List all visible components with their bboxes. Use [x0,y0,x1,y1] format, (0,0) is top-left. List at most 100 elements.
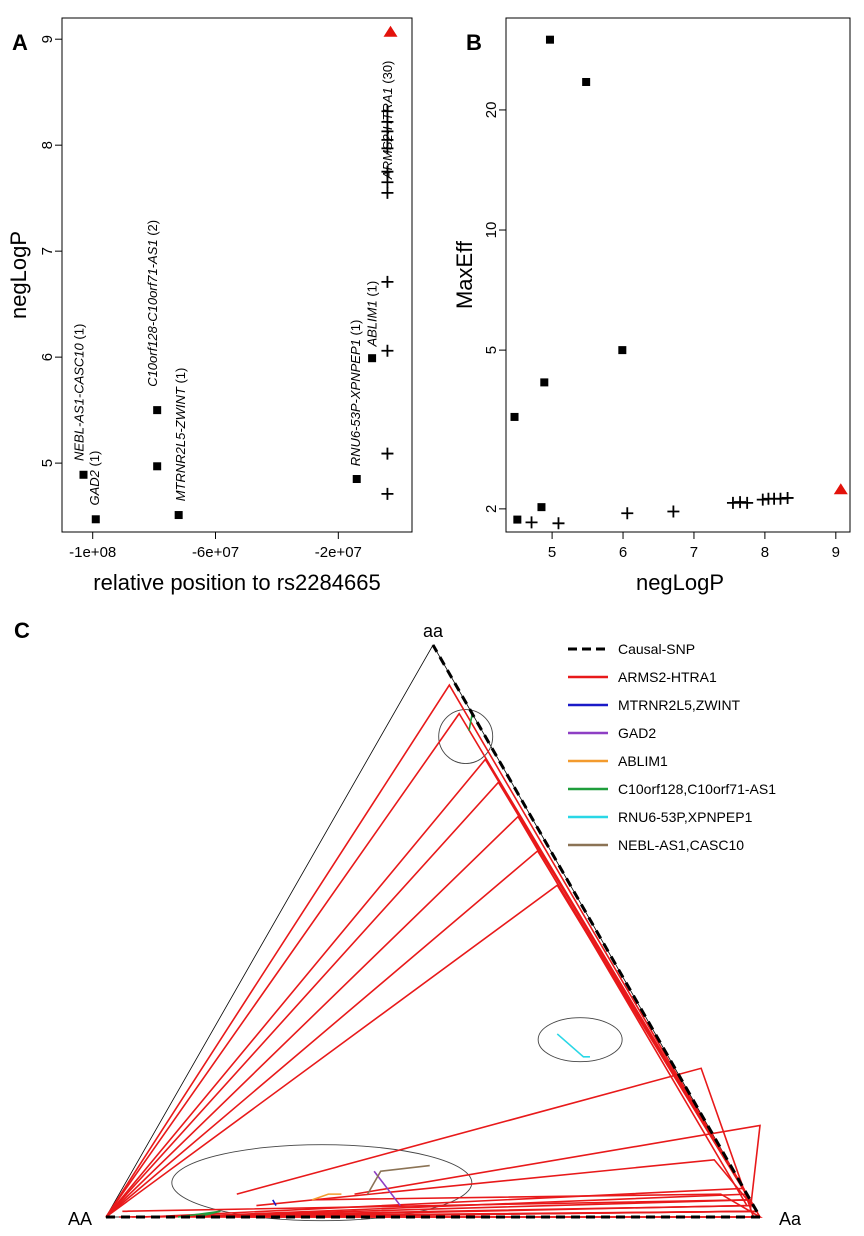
panel-a-point [381,344,394,357]
panel-b-point [552,517,565,530]
panel-b-point [741,496,754,509]
panel-a-point [174,511,183,520]
panel-a-letter: A [12,30,28,55]
legend-label: ARMS2-HTRA1 [618,669,717,685]
panel-a-annotation: ABLIM1 (1) [365,281,380,348]
panel-a-y-tick-label: 5 [39,459,56,467]
ternary-triangle [105,644,761,1218]
ternary-path [105,758,746,1218]
panel-a-y-axis-label: negLogP [6,231,31,319]
legend-label: RNU6-53P,XPNPEP1 [618,809,753,825]
panel-a-point [381,447,394,460]
ternary-path [105,815,749,1218]
annotation-gene: RNU6-53P-XPNPEP1 [348,339,363,466]
panel-b-x-tick-label: 8 [761,544,769,561]
panel-a-annotation: RNU6-53P-XPNPEP1 (1) [348,320,363,467]
panel-b-y-tick-label: 20 [483,102,500,119]
legend-label: MTRNR2L5,ZWINT [618,697,741,713]
ternary-path [105,683,759,1218]
panel-a-point [381,186,394,199]
panel-b-y-tick-label: 10 [483,222,500,239]
panel-b-y-tick-label: 2 [483,505,500,513]
panel-a-point [79,470,88,479]
panel-b-point [525,516,538,529]
panel-b-y-tick-label: 5 [483,346,500,354]
panel-a-y-tick-label: 6 [39,353,56,361]
panel-c-letter: C [14,618,30,643]
panel-b-scatter: 5 6 7 8 9 2 5 10 20 negLogP MaxEff [452,17,851,595]
panel-b-letter: B [466,30,482,55]
annotation-count: (1) [71,324,86,344]
annotation-gene: NEBL-AS1-CASC10 [71,342,86,461]
panel-b-point [667,505,680,518]
panel-a-point [153,462,162,471]
panel-a-point [352,475,361,484]
panel-a-annotations: NEBL-AS1-CASC10 (1)GAD2 (1)C10orf128-C10… [71,61,395,506]
panel-b-point [582,77,591,86]
legend-label: NEBL-AS1,CASC10 [618,837,744,853]
ternary-circles [171,709,623,1222]
panel-a-annotation: ARMS2-HTRA1 (30) [380,61,395,180]
legend-label: Causal-SNP [618,641,695,657]
ternary-highlight-circle [537,1017,623,1063]
panel-b-point [618,346,627,355]
panel-b-x-ticks: 5 6 7 8 9 [548,532,840,561]
panel-a-annotation: NEBL-AS1-CASC10 (1) [71,324,86,461]
panel-b-point [621,507,634,520]
panel-a-annotation: GAD2 (1) [87,451,102,506]
vertex-label-left: AA [68,1209,92,1229]
vertex-label-right: Aa [779,1209,802,1229]
panel-a-point [381,165,394,178]
panel-b-point [513,515,522,524]
panel-b-x-tick-label: 7 [690,544,698,561]
annotation-gene: ABLIM1 [365,300,380,347]
panel-a-y-tick-label: 7 [39,247,56,255]
panel-a-point [381,105,394,118]
panel-b-y-axis-label: MaxEff [452,240,477,309]
panel-b-points [510,35,848,530]
ternary-path [468,713,474,731]
ternary-legend: Causal-SNP ARMS2-HTRA1 MTRNR2L5,ZWINT GAD2 A… [568,641,776,853]
panel-a-plot-frame [61,17,413,533]
panel-c-ternary: aa AA Aa Causal-SNP ARMS2-HTRA1 MTRNR2L5,Z… [68,621,802,1229]
panel-a-y-tick-label: 9 [39,35,56,43]
panel-a-points [79,25,398,524]
annotation-gene: GAD2 [87,469,102,505]
panel-b-x-tick-label: 5 [548,544,556,561]
annotation-gene: C10orf128-C10orf71-AS1 [145,239,160,386]
panel-a-point [91,515,100,524]
panel-b-plot-frame [505,17,851,533]
ternary-path [373,1170,401,1207]
annotation-gene: MTRNR2L5-ZWINT [173,386,188,501]
panel-b-x-tick-label: 9 [832,544,840,561]
panel-a-y-ticks: 5 6 7 8 9 [39,35,62,467]
panel-a-point [381,176,394,189]
panel-b-point [833,483,848,495]
panel-b-x-tick-label: 6 [619,544,627,561]
panel-a-point [383,25,398,37]
panel-a-x-axis-label: relative position to rs2284665 [93,570,380,595]
panel-b-point [545,35,554,44]
panel-a-scatter: -1e+08 -6e+07 -2e+07 5 6 7 8 9 NEBL-AS1-CASC10… [6,17,413,595]
annotation-count: (1) [365,281,380,301]
panel-a-x-ticks: -1e+08 -6e+07 -2e+07 [69,532,362,561]
legend-label: ABLIM1 [618,753,668,769]
panel-a-point [381,115,394,128]
annotation-count: (1) [87,451,102,471]
ternary-highlight-circle [171,1144,473,1222]
annotation-count: (1) [173,368,188,388]
ternary-path [311,1193,342,1201]
causal-snp-path [106,644,763,1219]
vertex-label-top: aa [423,621,444,641]
annotation-count: (1) [348,320,363,340]
ternary-path [556,1033,590,1058]
ternary-highlight-circle [438,709,494,764]
ternary-path [272,1199,277,1206]
panel-b-point [540,378,549,387]
annotation-count: (2) [145,220,160,240]
panel-a-x-tick-label: -1e+08 [69,544,116,561]
panel-a-annotation: C10orf128-C10orf71-AS1 (2) [145,220,160,387]
panel-a-x-tick-label: -6e+07 [192,544,239,561]
panel-a-y-tick-label: 8 [39,141,56,149]
